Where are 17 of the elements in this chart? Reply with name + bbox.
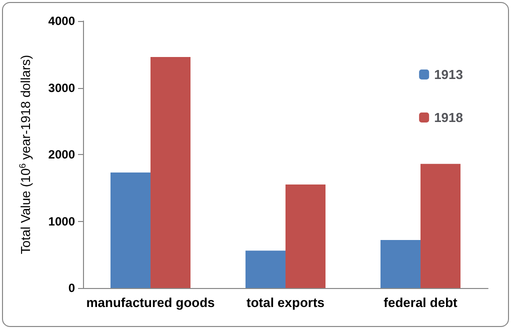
legend-label: 1913 (434, 67, 463, 82)
y-tick-label: 2000 (48, 148, 76, 162)
y-tick-label: 4000 (48, 14, 76, 28)
bar (110, 172, 150, 288)
bar (246, 250, 286, 288)
y-tick-label: 0 (68, 281, 76, 295)
bar (150, 57, 190, 288)
x-tick-label: federal debt (384, 295, 458, 310)
bar (380, 240, 420, 288)
bar (420, 164, 460, 288)
bar (286, 184, 326, 288)
legend-label: 1918 (434, 110, 463, 125)
y-tick-label: 3000 (48, 80, 76, 95)
y-axis-title: Total Value (106 year-1918 dollars) (18, 54, 33, 254)
y-tick-label: 1000 (48, 214, 76, 228)
x-tick-label: total exports (246, 295, 325, 310)
x-tick-label: manufactured goods (86, 295, 215, 310)
